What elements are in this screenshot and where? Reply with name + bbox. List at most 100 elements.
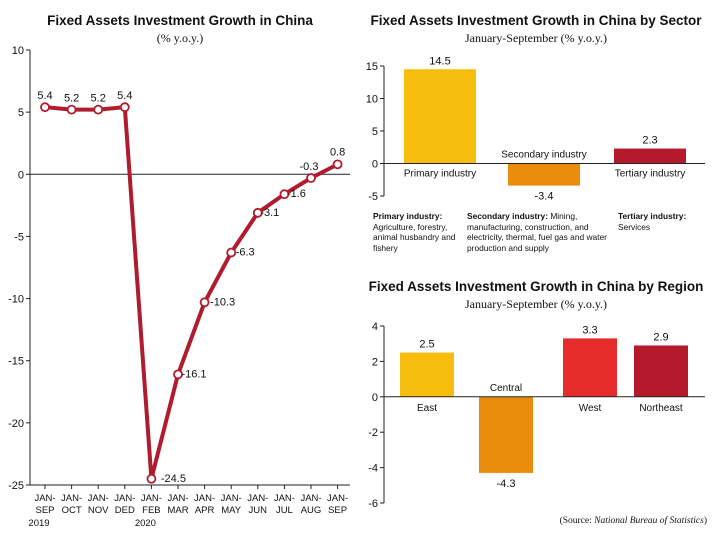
- note-primary-label: Primary industry:: [373, 211, 443, 221]
- x-tick-label-month: JAN-: [61, 493, 82, 504]
- data-point: [93, 104, 104, 115]
- line-chart-title: Fixed Assets Investment Growth in China: [47, 13, 313, 28]
- data-label: 5.4: [37, 90, 52, 102]
- x-tick-label-month: JAN-: [34, 493, 55, 504]
- y-tick-label: 2: [372, 356, 378, 368]
- data-label: 5.2: [91, 93, 106, 105]
- bar: [479, 396, 533, 473]
- data-label: -3.1: [260, 207, 279, 219]
- bar: [563, 338, 617, 397]
- x-tick-label-period: SEP: [35, 505, 54, 516]
- source-name: National Bureau of Statistics: [594, 516, 704, 526]
- x-tick-label-period: SEP: [328, 505, 347, 516]
- data-point: [279, 189, 290, 200]
- source-note: (Source: National Bureau of Statistics): [560, 516, 707, 526]
- bar: [400, 352, 454, 397]
- bar: [634, 345, 688, 397]
- data-label: -0.3: [300, 161, 319, 173]
- source-suffix: ): [703, 516, 707, 526]
- y-tick-label: -5: [368, 191, 378, 203]
- bar: [404, 69, 476, 164]
- bar-value-label: -3.4: [535, 191, 554, 203]
- series-line: [44, 105, 339, 481]
- data-point: [40, 102, 50, 113]
- x-tick-label-period: JUL: [276, 505, 293, 516]
- data-point: [146, 473, 157, 484]
- category-label: West: [579, 403, 602, 414]
- data-point: [173, 369, 183, 380]
- data-label: -1.6: [287, 188, 306, 200]
- x-tick-label-period: FEB: [142, 505, 160, 516]
- x-tick-label-month: JAN-: [88, 493, 109, 504]
- category-label: East: [417, 403, 437, 414]
- x-tick-label-month: JAN-: [327, 493, 348, 504]
- region-chart-subtitle: January-September (% y.o.y.): [464, 297, 608, 311]
- data-label: -16.1: [181, 368, 206, 380]
- data-point: [119, 102, 130, 113]
- line-chart-subtitle: (% y.o.y.): [156, 31, 204, 45]
- y-tick-label: 0: [372, 159, 378, 171]
- x-tick-label-month: JAN-: [114, 493, 135, 504]
- note-secondary-text: Mining, manufacturing, construction, and…: [467, 211, 607, 253]
- x-tick-label-month: JAN-: [221, 493, 242, 504]
- data-label: 5.2: [64, 93, 79, 105]
- data-label: -6.3: [236, 247, 255, 259]
- x-tick-label-period: AUG: [301, 505, 322, 516]
- x-tick-label-period: OCT: [62, 505, 82, 516]
- x-tick-label-period: MAY: [221, 505, 242, 516]
- data-point: [252, 207, 263, 218]
- sector-chart-subtitle: January-September (% y.o.y.): [464, 31, 608, 45]
- note-primary: Primary industry: Agriculture, forestry,…: [373, 211, 463, 253]
- x-tick-label-period: JUN: [249, 505, 268, 516]
- x-tick-label-month: JAN-: [247, 493, 268, 504]
- note-tertiary-label: Tertiary industry:: [618, 211, 687, 221]
- x-tick-label-month: JAN-: [194, 493, 215, 504]
- y-tick-label: 10: [12, 45, 24, 57]
- y-tick-label: -25: [8, 480, 24, 492]
- data-label: -24.5: [161, 473, 186, 485]
- bar: [614, 148, 686, 164]
- note-tertiary: Tertiary industry: Services: [618, 211, 703, 232]
- data-point: [332, 159, 343, 170]
- region-chart: 4 2 0 -2 -4 -6 2.5 East -4.3 Central 3.3 West 2.9 Nor…: [368, 321, 705, 510]
- category-label: Primary industry: [404, 169, 476, 180]
- y-tick-label: -20: [8, 418, 24, 430]
- y-tick-label: -5: [14, 231, 24, 243]
- region-chart-title: Fixed Assets Investment Growth in China …: [368, 279, 704, 294]
- data-point: [306, 173, 316, 183]
- line-chart: 1050-5-10-15-20-25JAN-SEPJAN-OCTJAN-NOVJ…: [8, 45, 350, 529]
- data-label: 0.8: [330, 146, 345, 158]
- sector-chart: 15 10 5 0 -5 14.5 Primary industry -3.4 Secondar…: [366, 55, 705, 203]
- year-label: 2020: [135, 518, 156, 529]
- x-tick-label-period: NOV: [88, 505, 109, 516]
- category-label: Tertiary industry: [615, 169, 686, 180]
- y-tick-label: -2: [368, 427, 378, 439]
- x-tick-label-period: APR: [195, 505, 215, 516]
- y-tick-label: -10: [8, 294, 24, 306]
- category-label: Secondary industry: [501, 150, 587, 161]
- bar-value-label: 3.3: [582, 324, 597, 336]
- note-tertiary-text: Services: [618, 221, 651, 232]
- bar-value-label: 2.3: [642, 135, 657, 147]
- data-point: [199, 297, 210, 308]
- y-tick-label: -15: [8, 356, 24, 368]
- y-tick-label: 10: [366, 94, 378, 106]
- x-tick-label-month: JAN-: [167, 493, 188, 504]
- year-label: 2019: [28, 518, 49, 529]
- source-prefix: (Source:: [559, 516, 595, 526]
- bar: [508, 163, 580, 186]
- note-primary-text: Agriculture, forestry, animal husbandry …: [373, 221, 456, 253]
- y-tick-label: 4: [372, 321, 378, 333]
- data-point: [226, 247, 237, 258]
- y-tick-label: -4: [368, 463, 378, 475]
- bar-value-label: 2.5: [419, 339, 434, 351]
- y-tick-label: 15: [366, 61, 378, 73]
- x-tick-label-month: JAN-: [274, 493, 295, 504]
- category-label: Northeast: [639, 403, 683, 414]
- note-secondary: Secondary industry: Mining, manufacturin…: [467, 211, 607, 253]
- data-label: 5.4: [117, 90, 132, 102]
- data-label: -10.3: [210, 296, 235, 308]
- bar-value-label: -4.3: [497, 478, 516, 490]
- x-tick-label-month: JAN-: [300, 493, 321, 504]
- y-tick-label: -6: [368, 498, 378, 510]
